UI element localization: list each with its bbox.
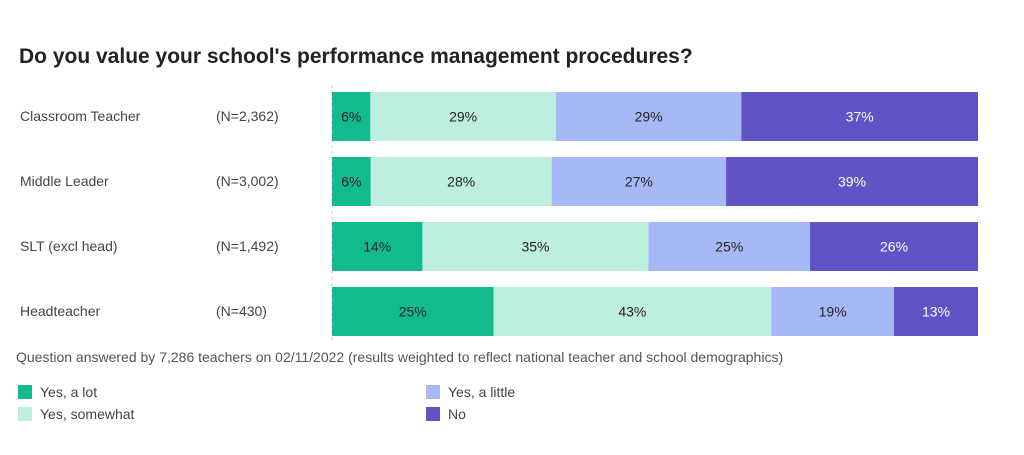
bar-segment [555, 92, 742, 141]
data-label: 27% [625, 174, 653, 190]
data-label: 25% [715, 239, 743, 255]
bar-segment [370, 157, 552, 206]
legend-label: Yes, a little [448, 384, 516, 400]
legend-swatch [426, 407, 440, 421]
bar-segment [332, 92, 371, 141]
bar-segment [726, 157, 978, 206]
category-label: SLT (excl head) [20, 238, 118, 254]
data-label: 35% [521, 239, 549, 255]
data-label: 6% [341, 109, 361, 125]
sample-size-label: (N=1,492) [216, 238, 279, 254]
bar-segment [332, 222, 423, 271]
data-label: 19% [819, 304, 847, 320]
data-label: 29% [635, 109, 663, 125]
data-label: 14% [363, 239, 391, 255]
legend-swatch [18, 385, 32, 399]
legend-item: No [426, 406, 466, 422]
legend-item: Yes, a little [426, 384, 515, 400]
legend-label: No [448, 406, 466, 422]
data-label: 43% [618, 304, 646, 320]
bar-segment [741, 92, 978, 141]
legend-item: Yes, somewhat [18, 406, 134, 422]
data-label: 6% [341, 174, 361, 190]
legend-swatch [18, 407, 32, 421]
data-label: 29% [449, 109, 477, 125]
legend-label: Yes, a lot [40, 384, 98, 400]
data-label: 28% [447, 174, 475, 190]
data-label: 26% [880, 239, 908, 255]
bar-segment [332, 287, 494, 336]
legend-label: Yes, somewhat [40, 406, 135, 422]
data-label: 37% [846, 109, 874, 125]
sample-size-label: (N=3,002) [216, 173, 279, 189]
bar-segment [332, 157, 371, 206]
bar-segment [493, 287, 772, 336]
data-label: 25% [399, 304, 427, 320]
legend-swatch [426, 385, 440, 399]
legend-item: Yes, a lot [18, 384, 97, 400]
data-label: 39% [838, 174, 866, 190]
category-label: Middle Leader [20, 173, 109, 189]
chart-title: Do you value your school's performance m… [19, 45, 693, 68]
chart-note: Question answered by 7,286 teachers on 0… [16, 349, 784, 365]
bar-segment [551, 157, 727, 206]
bar-segment [648, 222, 811, 271]
category-label: Headteacher [20, 303, 101, 319]
bar-segment [894, 287, 978, 336]
bar-segment [771, 287, 895, 336]
bar-segment [810, 222, 978, 271]
category-label: Classroom Teacher [20, 108, 141, 124]
bar-segment [370, 92, 556, 141]
bar-segment [422, 222, 649, 271]
sample-size-label: (N=430) [216, 303, 267, 319]
sample-size-label: (N=2,362) [216, 108, 279, 124]
data-label: 13% [922, 304, 950, 320]
